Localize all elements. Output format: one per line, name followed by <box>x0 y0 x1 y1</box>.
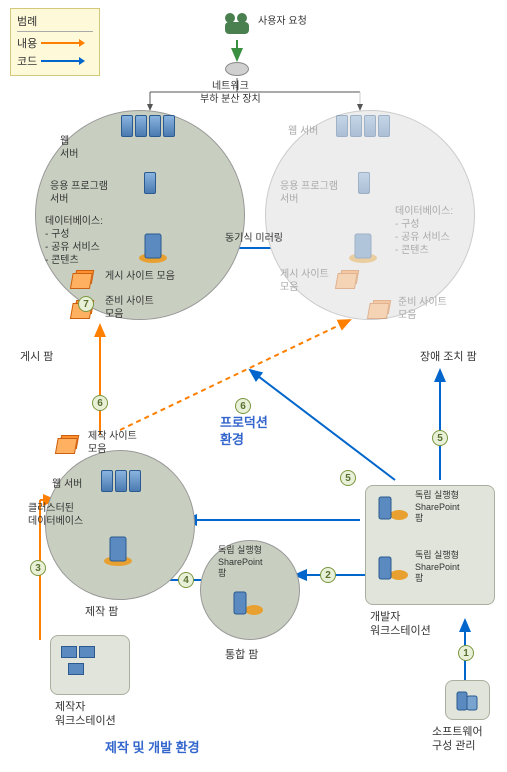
auth-site-label: 제작 사이트 모음 <box>88 430 137 456</box>
nlb-icon <box>225 62 249 76</box>
dev-sp2-label: 독립 실행형 SharePoint 팜 <box>415 550 460 585</box>
step-badge-1: 1 <box>458 645 474 661</box>
right-webservers-icon <box>335 115 391 137</box>
step-badge-4: 4 <box>178 572 194 588</box>
step-badge-7a: 7 <box>78 296 94 312</box>
left-db-icon <box>135 232 171 267</box>
prod-env-label: 프로덕션 환경 <box>220 415 268 449</box>
author-pc-label: 제작자 워크스테이션 <box>55 700 116 729</box>
auth-site-icon <box>60 435 78 449</box>
legend-box: 범례 내용 코드 <box>10 8 100 76</box>
left-db-item0: - 구성 <box>45 228 70 241</box>
step-badge-5b: 5 <box>432 430 448 446</box>
publishing-farm-name: 게시 팜 <box>20 350 53 364</box>
users-icon <box>222 10 252 39</box>
code-arrow-icon <box>41 60 81 62</box>
left-appserver-icon <box>144 172 156 194</box>
right-appserver-icon <box>358 172 370 194</box>
right-pubsite-icon <box>340 270 358 284</box>
right-db-item2: - 콘텐츠 <box>395 244 429 257</box>
author-pc-icons <box>60 645 96 679</box>
dev-sp2-icon <box>375 555 409 584</box>
right-db-item1: - 공유 서비스 <box>395 231 450 244</box>
left-staging-label: 준비 사이트 모음 <box>105 295 154 321</box>
legend-content-row: 내용 <box>17 35 93 51</box>
user-request-label: 사용자 요청 <box>258 15 307 28</box>
dev-workstation-label: 개발자 워크스테이션 <box>370 610 431 639</box>
auth-webservers-icon <box>100 470 142 492</box>
right-db-title: 데이터베이스: <box>395 205 453 218</box>
step-badge-3: 3 <box>30 560 46 576</box>
right-db-item0: - 구성 <box>395 218 420 231</box>
step-badge-6b: 6 <box>235 398 251 414</box>
nlb-label: 네트워크 부하 분산 장치 <box>200 80 261 106</box>
left-db-item1: - 공유 서비스 <box>45 241 100 254</box>
software-cm-label: 소프트웨어 구성 관리 <box>432 725 483 754</box>
step-badge-6a: 6 <box>92 395 108 411</box>
right-appserver-label: 응용 프로그램 서버 <box>280 180 338 206</box>
mirroring-label: 동기식 미러링 <box>225 232 283 245</box>
dev-sp1-label: 독립 실행형 SharePoint 팜 <box>415 490 460 525</box>
integration-farm-name: 통합 팜 <box>225 648 258 662</box>
left-pubsite-icon <box>75 270 93 284</box>
left-pubsite-label: 게시 사이트 모음 <box>105 270 175 283</box>
right-staging-icon <box>372 300 390 314</box>
right-webserver-label: 웹 서버 <box>288 125 318 138</box>
left-webservers-icon <box>120 115 176 137</box>
step-badge-5a: 5 <box>340 470 356 486</box>
integration-db-icon <box>230 590 264 619</box>
legend-code-row: 코드 <box>17 53 93 69</box>
dev-env-label: 제작 및 개발 환경 <box>105 740 200 757</box>
authoring-farm-name: 제작 팜 <box>85 605 118 619</box>
right-db-icon <box>345 232 381 267</box>
legend-content-label: 내용 <box>17 35 37 51</box>
failover-farm-name: 장애 조치 팜 <box>420 350 477 364</box>
legend-title: 범례 <box>17 13 93 32</box>
step-badge-2: 2 <box>320 567 336 583</box>
legend-code-label: 코드 <box>17 53 37 69</box>
left-webserver-label: 웹 서버 <box>60 135 78 161</box>
software-cm-icon <box>455 688 479 715</box>
integration-sp-label: 독립 실행형 SharePoint 팜 <box>218 545 263 580</box>
auth-db-icon <box>100 535 136 570</box>
auth-webserver-label: 웹 서버 <box>52 478 82 491</box>
left-db-title: 데이터베이스: <box>45 215 103 228</box>
content-arrow-icon <box>41 42 81 44</box>
right-pubsite-label: 게시 사이트 모음 <box>280 268 329 294</box>
dev-sp1-icon <box>375 495 409 524</box>
auth-db-label: 클러스터된 데이터베이스 <box>28 502 83 528</box>
right-staging-label: 준비 사이트 모음 <box>398 296 447 322</box>
left-appserver-label: 응용 프로그램 서버 <box>50 180 108 206</box>
left-db-item2: - 콘텐츠 <box>45 254 79 267</box>
